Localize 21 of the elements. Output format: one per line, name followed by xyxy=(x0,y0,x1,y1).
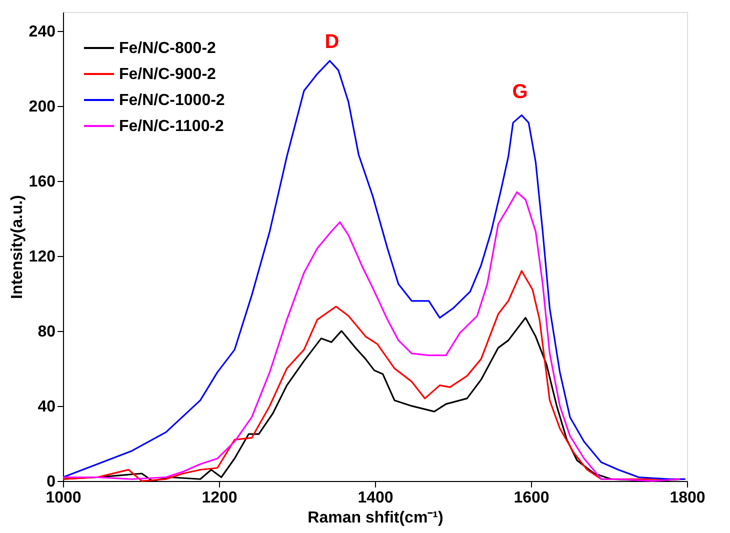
y-tick-label: 200 xyxy=(28,98,56,116)
x-tick-label: 1400 xyxy=(358,490,394,506)
x-tick-label: 1800 xyxy=(670,490,706,506)
line-series xyxy=(62,191,681,482)
legend-label: Fe/N/C-900-2 xyxy=(119,66,216,83)
legend-label: Fe/N/C-1100-2 xyxy=(119,118,224,135)
y-tick-label: 120 xyxy=(28,248,56,266)
x-tick-label: 1000 xyxy=(46,490,82,506)
legend-label: Fe/N/C-1000-2 xyxy=(119,92,225,109)
annotation: D xyxy=(324,31,340,53)
legend-label: Fe/N/C-800-2 xyxy=(119,40,216,57)
x-tick-label: 1600 xyxy=(514,490,550,506)
y-tick-label: 240 xyxy=(28,23,56,40)
y-tick-label: 160 xyxy=(28,173,56,190)
y-tick-label: 0 xyxy=(46,474,56,490)
x-axis-title: Raman shfit(cm⁻¹) xyxy=(308,510,444,526)
y-tick-label: 80 xyxy=(38,323,56,340)
y-tick-label: 40 xyxy=(38,398,56,416)
annotation: G xyxy=(512,81,528,103)
y-axis-title: Intensity(a.u.) xyxy=(8,194,26,300)
x-tick-label: 1200 xyxy=(202,490,238,506)
